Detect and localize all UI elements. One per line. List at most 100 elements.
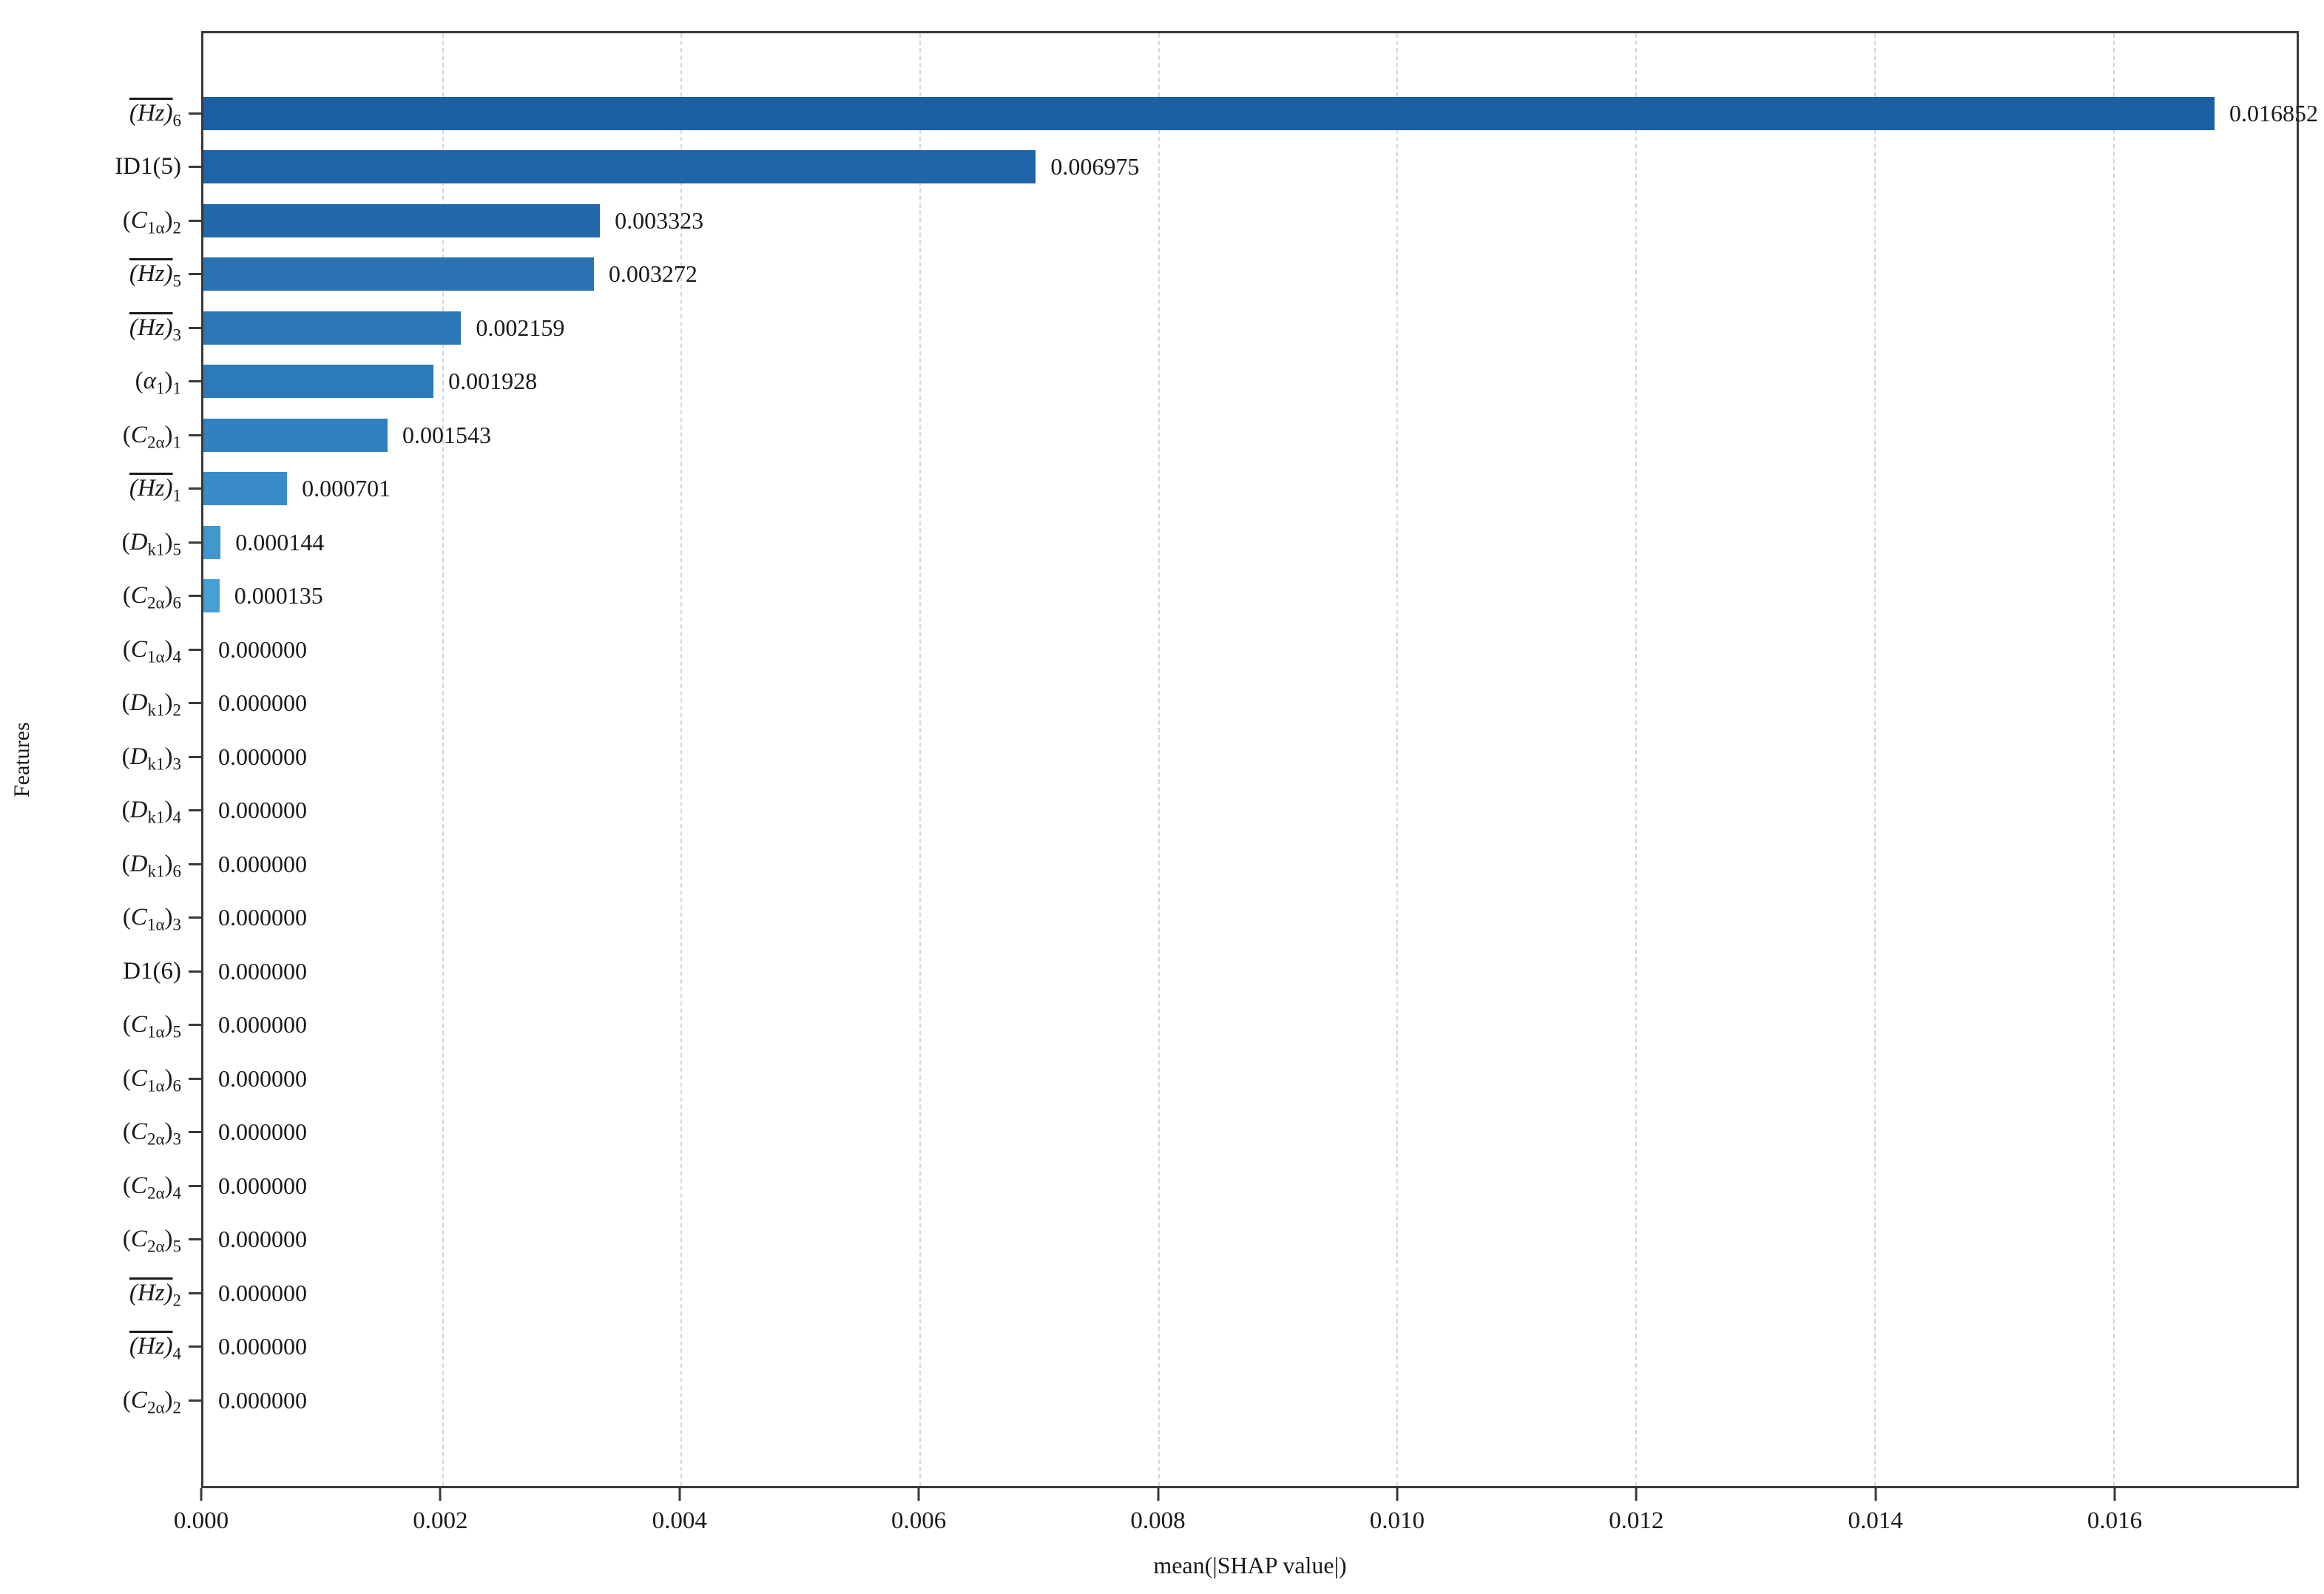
y-tick-mark: [189, 1238, 201, 1241]
value-label: 0.000000: [218, 1011, 307, 1039]
feature-label: (Hz)4: [129, 1333, 181, 1363]
bar-row: (C2α)1 0.001543: [123, 408, 2297, 462]
feature-label: (C1α)3: [122, 904, 181, 934]
value-label: 0.000000: [218, 635, 307, 663]
value-label: 0.000000: [218, 904, 307, 931]
x-tick-label: 0.014: [1848, 1507, 1903, 1534]
feature-label: (C2α)1: [122, 421, 181, 452]
bar-row: (C1α)3 0.000000: [123, 891, 2297, 945]
y-tick-mark: [189, 1345, 201, 1348]
x-tick-mark: [678, 1488, 681, 1501]
y-tick-mark: [189, 273, 201, 276]
gridline: [1635, 33, 1638, 1486]
value-label: 0.000000: [218, 1064, 307, 1092]
y-tick-mark: [189, 1024, 201, 1027]
value-label: 0.001928: [448, 368, 538, 395]
x-axis-title: mean(|SHAP value|): [1153, 1552, 1347, 1578]
bar-row: (C1α)5 0.000000: [123, 999, 2297, 1053]
feature-label: (Dk1)3: [121, 743, 181, 774]
bar: [203, 525, 221, 559]
x-tick-label: 0.010: [1369, 1507, 1425, 1534]
feature-label: (C2α)2: [122, 1386, 181, 1417]
x-tick-mark: [1635, 1488, 1638, 1501]
value-label: 0.000135: [234, 582, 323, 609]
bar-row: (Hz)5 0.003272: [129, 248, 2297, 302]
gridline: [919, 33, 922, 1486]
bar-row: (C1α)6 0.000000: [123, 1052, 2297, 1106]
gridline: [2112, 33, 2115, 1486]
bar-row: (C2α)4 0.000000: [123, 1159, 2297, 1213]
value-label: 0.000000: [218, 1279, 307, 1306]
x-tick-mark: [2113, 1488, 2116, 1501]
feature-label: (Dk1)5: [121, 528, 181, 559]
y-tick-mark: [189, 166, 201, 169]
feature-label: (C2α)6: [122, 582, 181, 612]
feature-label: (Hz)5: [129, 260, 181, 291]
value-label: 0.000000: [218, 689, 307, 717]
x-tick-label: 0.004: [652, 1507, 707, 1534]
feature-label: (C2α)5: [122, 1226, 181, 1256]
bar-row: (Hz)6 0.016852: [129, 87, 2318, 141]
bar: [203, 579, 220, 613]
x-tick-mark: [439, 1488, 442, 1501]
bar: [203, 418, 388, 452]
x-tick-label: 0.006: [891, 1507, 947, 1534]
bar: [203, 96, 2215, 130]
bar-rows: (Hz)6 0.016852 ID1(5) 0.006975 (C1α)2 0.00332…: [115, 33, 2318, 1428]
x-tick-mark: [200, 1488, 203, 1501]
x-axis: 0.000 0.002 0.004 0.006 0.008 0.010 0.012 0.014…: [174, 1488, 2299, 1558]
y-tick-mark: [189, 112, 201, 115]
bar-row: (C2α)2 0.000000: [123, 1374, 2297, 1428]
x-tick-mark: [1874, 1488, 1877, 1501]
bar-row: (Dk1)2 0.000000: [122, 677, 2297, 731]
gridline: [442, 33, 444, 1486]
y-tick-mark: [189, 219, 201, 222]
bar: [203, 472, 288, 506]
y-tick-mark: [189, 326, 201, 329]
feature-label: (Hz)6: [129, 99, 181, 130]
bar: [203, 311, 462, 345]
bar-row: (Dk1)3 0.000000: [122, 730, 2297, 784]
x-tick-mark: [1157, 1488, 1159, 1501]
value-label: 0.000000: [218, 797, 307, 824]
value-label: 0.006975: [1050, 153, 1140, 180]
value-label: 0.001543: [402, 421, 491, 448]
y-tick-mark: [189, 862, 201, 865]
bar-row: (Hz)3 0.002159: [129, 301, 2297, 355]
feature-label: D1(6): [123, 957, 181, 985]
bar-row: (Dk1)5 0.000144: [122, 516, 2297, 570]
feature-label: (Dk1)4: [121, 797, 181, 827]
bar-row: (Hz)1 0.000701: [129, 462, 2297, 516]
feature-label: ID1(5): [115, 153, 181, 180]
value-label: 0.003323: [615, 206, 704, 234]
value-label: 0.000144: [235, 528, 325, 555]
value-label: 0.000000: [218, 1333, 307, 1360]
bar-row: (C2α)5 0.000000: [123, 1213, 2297, 1267]
x-tick-label: 0.008: [1130, 1507, 1186, 1534]
value-label: 0.000000: [218, 1386, 307, 1414]
value-label: 0.000000: [218, 1226, 307, 1253]
x-tick-label: 0.000: [173, 1507, 229, 1534]
gridline: [1396, 33, 1399, 1486]
gridline: [1158, 33, 1160, 1486]
bar: [203, 365, 434, 399]
bar-row: (C1α)4 0.000000: [123, 623, 2297, 677]
plot-area: (Hz)6 0.016852 ID1(5) 0.006975 (C1α)2 0.00332…: [115, 31, 2318, 1488]
bar: [203, 150, 1036, 184]
value-label: 0.000701: [302, 475, 391, 502]
value-label: 0.002159: [476, 314, 565, 341]
bar-row: D1(6) 0.000000: [123, 945, 2297, 999]
bar: [203, 203, 601, 237]
x-tick-mark: [917, 1488, 920, 1501]
y-tick-mark: [189, 916, 201, 919]
gridline: [1874, 33, 1876, 1486]
x-tick-label: 0.016: [2087, 1507, 2143, 1534]
bar-row: (Dk1)6 0.000000: [122, 837, 2297, 891]
feature-label: (Dk1)6: [121, 850, 181, 881]
y-tick-mark: [189, 380, 201, 383]
feature-label: (Hz)2: [129, 1279, 181, 1310]
bar-row: (C1α)2 0.003323: [123, 194, 2297, 248]
bar-row: (Dk1)4 0.000000: [122, 784, 2297, 838]
y-tick-mark: [189, 809, 201, 812]
